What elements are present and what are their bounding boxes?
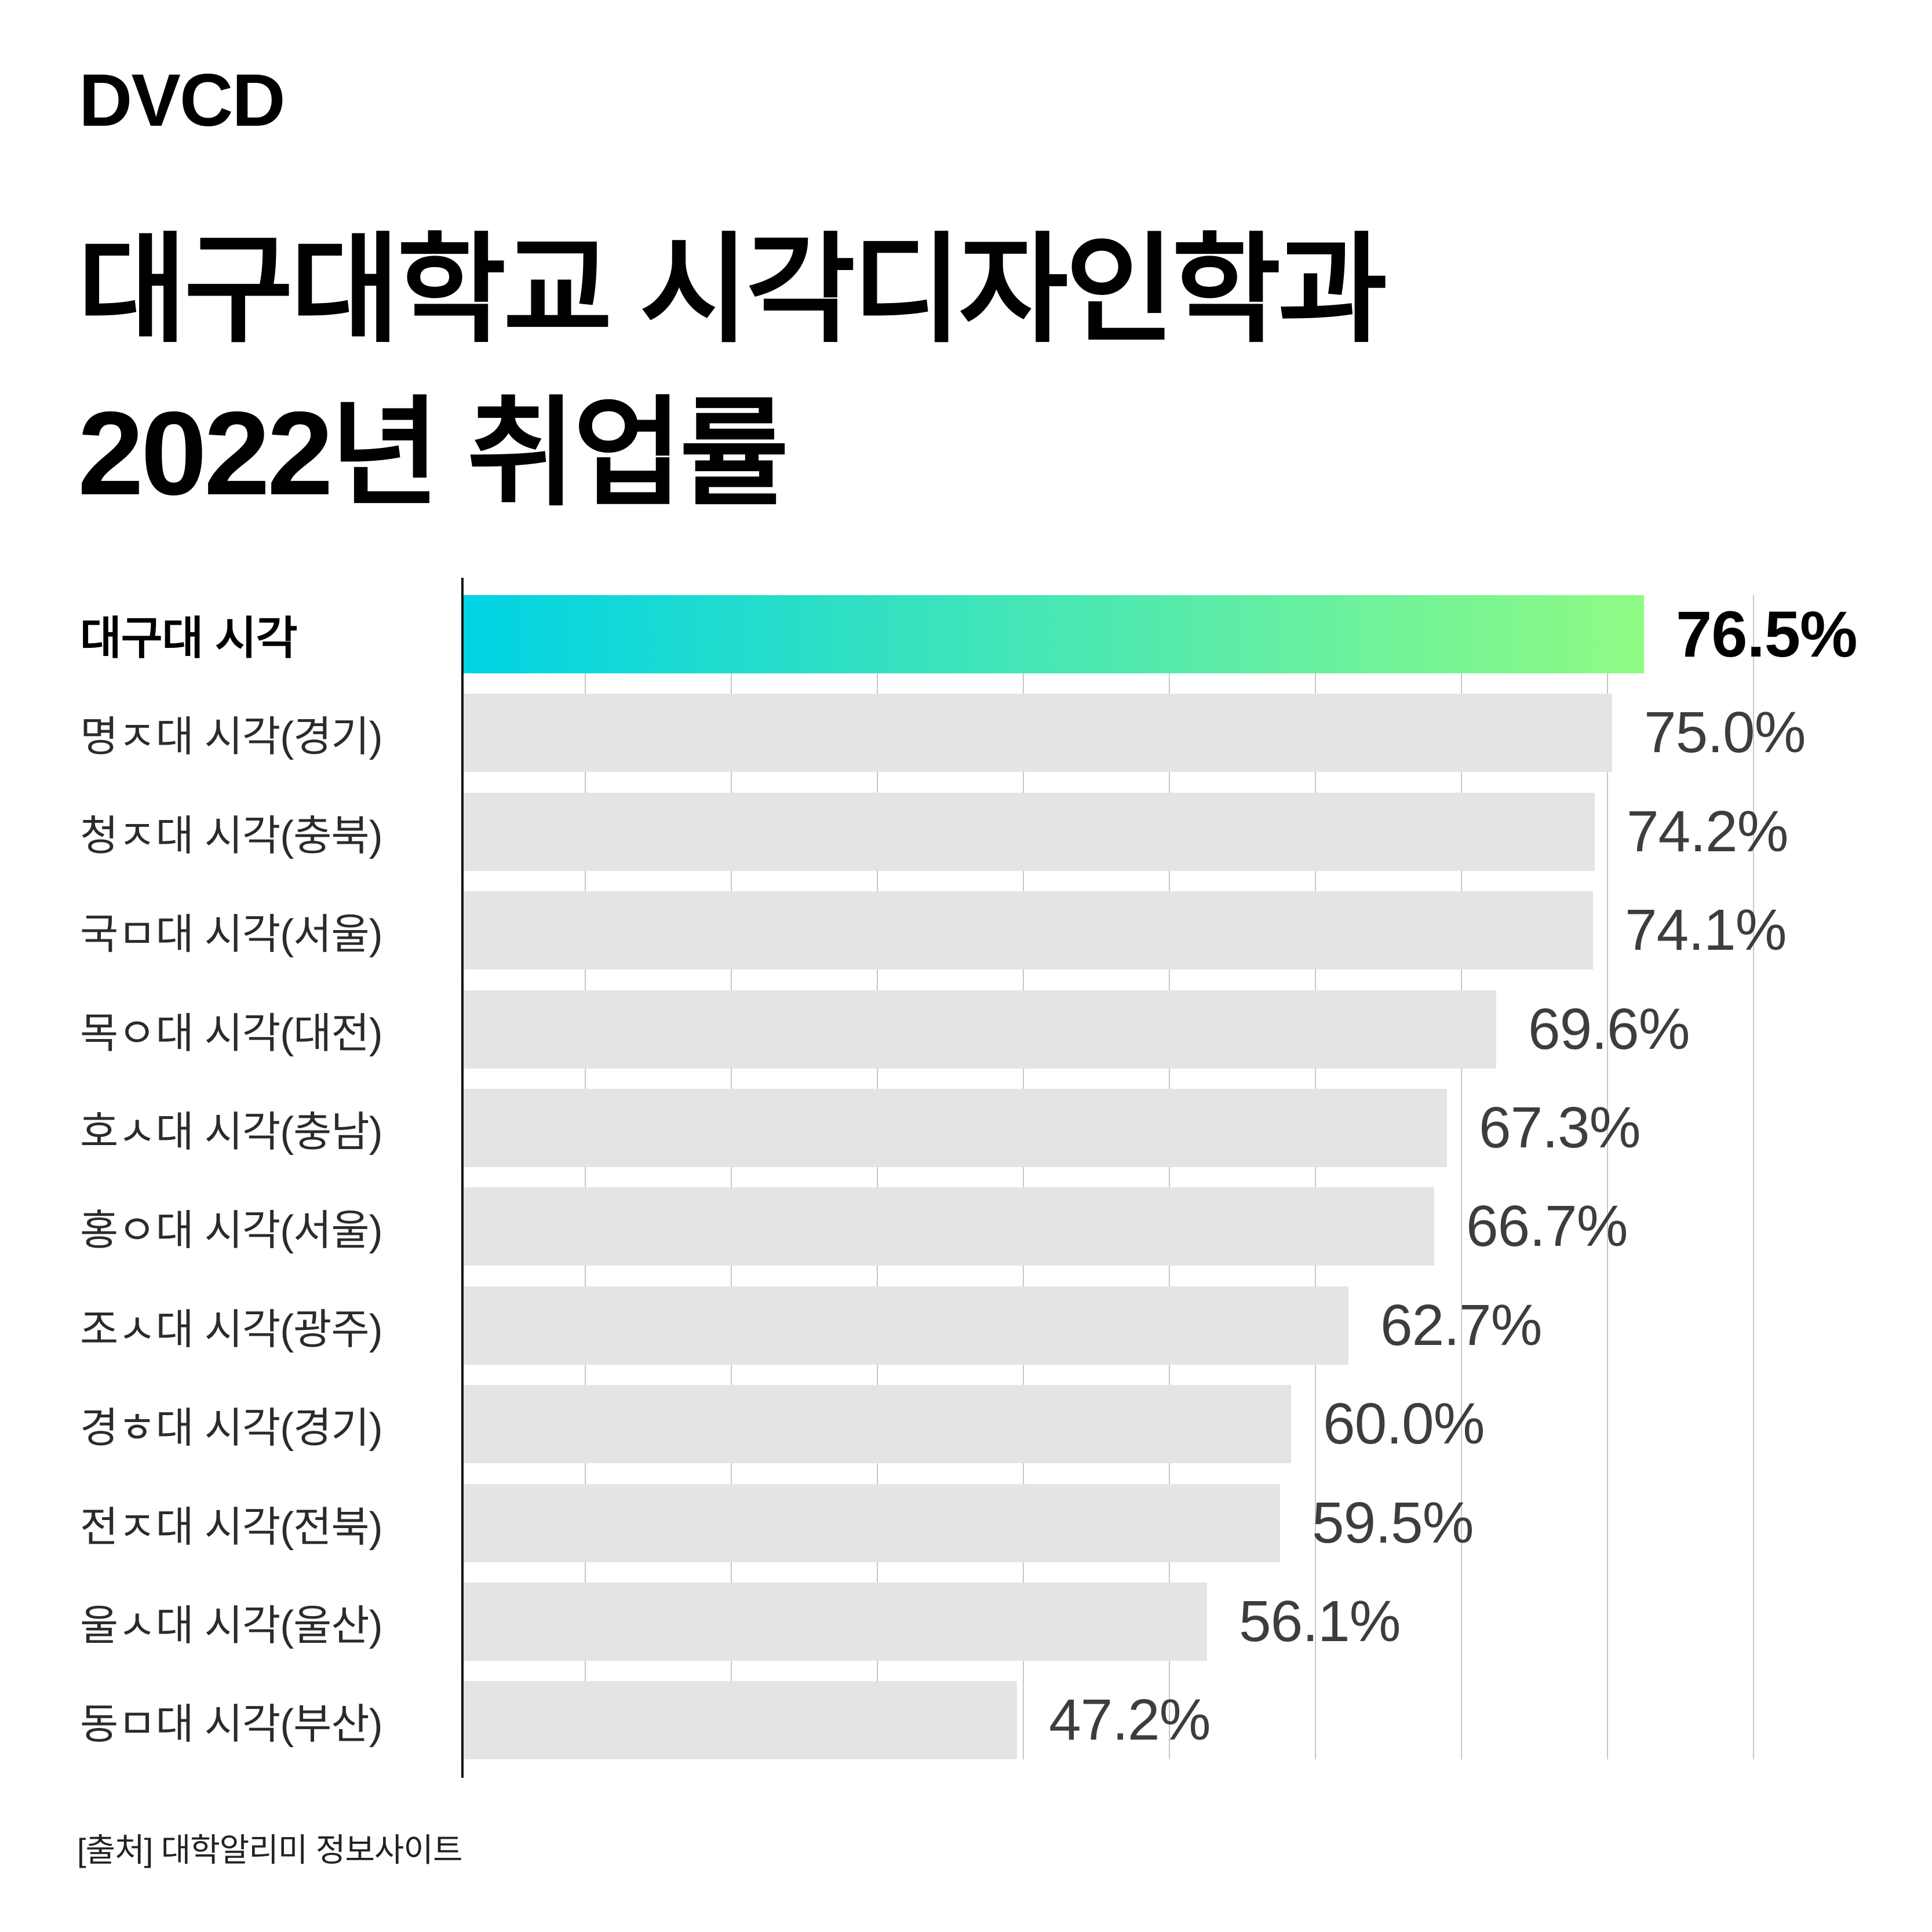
value-label: 60.0% xyxy=(1323,1391,1485,1456)
category-label: 전ㅈ대 시각(전북) xyxy=(80,1504,383,1551)
value-label: 69.6% xyxy=(1528,997,1690,1062)
category-label: 홍ㅇ대 시각(서울) xyxy=(80,1208,383,1254)
bar-row: 대구대 시각 76.5% xyxy=(0,595,1932,673)
bar xyxy=(464,1286,1348,1365)
category-label: 명ㅈ대 시각(경기) xyxy=(80,714,383,760)
value-label: 67.3% xyxy=(1479,1095,1641,1160)
gridline xyxy=(1315,595,1316,1759)
bar-row: 동ㅁ대 시각(부산) 47.2% xyxy=(0,1681,1932,1759)
category-label: 울ㅅ대 시각(울산) xyxy=(80,1603,383,1649)
value-label: 59.5% xyxy=(1312,1490,1474,1555)
bar xyxy=(464,694,1612,772)
bar-row: 국ㅁ대 시각(서울) 74.1% xyxy=(0,891,1932,969)
value-label: 74.2% xyxy=(1627,799,1789,864)
value-label: 47.2% xyxy=(1049,1687,1211,1752)
category-label: 호ㅅ대 시각(충남) xyxy=(80,1109,383,1155)
bar-row: 경ㅎ대 시각(경기) 60.0% xyxy=(0,1385,1932,1463)
bar-row: 전ㅈ대 시각(전북) 59.5% xyxy=(0,1484,1932,1562)
page-title-line1: 대구대학교 시각디자인학과 xyxy=(78,224,1387,356)
category-label: 동ㅁ대 시각(부산) xyxy=(80,1701,383,1748)
value-label: 76.5% xyxy=(1676,598,1858,670)
category-label: 국ㅁ대 시각(서울) xyxy=(80,912,383,958)
page-title: 대구대학교 시각디자인학과 2022년 취업률 xyxy=(78,209,1387,535)
y-axis-line xyxy=(461,578,464,1778)
brand-logo: DVCD xyxy=(79,59,286,142)
bar xyxy=(464,1187,1434,1266)
gridline xyxy=(1461,595,1462,1759)
bar xyxy=(464,793,1595,871)
gridline xyxy=(1607,595,1608,1759)
bar-row: 명ㅈ대 시각(경기) 75.0% xyxy=(0,694,1932,772)
bar xyxy=(464,1583,1207,1661)
bar xyxy=(464,1089,1447,1167)
value-label: 66.7% xyxy=(1466,1194,1628,1259)
page-title-line2: 2022년 취업률 xyxy=(78,387,789,520)
category-label: 조ㅅ대 시각(광주) xyxy=(80,1307,383,1353)
bar xyxy=(464,891,1593,969)
gridline xyxy=(585,595,586,1759)
category-label: 경ㅎ대 시각(경기) xyxy=(80,1405,383,1452)
bar xyxy=(464,1484,1280,1562)
gridline xyxy=(1169,595,1170,1759)
value-label: 75.0% xyxy=(1644,700,1806,765)
value-label: 74.1% xyxy=(1625,898,1787,963)
value-label: 62.7% xyxy=(1380,1293,1543,1358)
bar xyxy=(464,990,1496,1069)
gridline xyxy=(1023,595,1024,1759)
category-label: 대구대 시각 xyxy=(80,612,297,664)
gridline xyxy=(1753,595,1754,1759)
bar-row: 홍ㅇ대 시각(서울) 66.7% xyxy=(0,1187,1932,1266)
bar-row: 조ㅅ대 시각(광주) 62.7% xyxy=(0,1286,1932,1365)
bar xyxy=(464,1385,1291,1463)
gridline xyxy=(731,595,732,1759)
bar-row: 울ㅅ대 시각(울산) 56.1% xyxy=(0,1583,1932,1661)
bar-row: 호ㅅ대 시각(충남) 67.3% xyxy=(0,1089,1932,1167)
gridline xyxy=(877,595,878,1759)
bar-row: 청ㅈ대 시각(충북) 74.2% xyxy=(0,793,1932,871)
bar xyxy=(464,1681,1017,1759)
category-label: 청ㅈ대 시각(충북) xyxy=(80,813,383,859)
highlight-bar xyxy=(464,595,1644,673)
bar-row: 목ㅇ대 시각(대전) 69.6% xyxy=(0,990,1932,1069)
category-label: 목ㅇ대 시각(대전) xyxy=(80,1011,383,1057)
value-label: 56.1% xyxy=(1239,1589,1401,1654)
source-note: [출처] 대학알리미 정보사이트 xyxy=(77,1832,462,1868)
